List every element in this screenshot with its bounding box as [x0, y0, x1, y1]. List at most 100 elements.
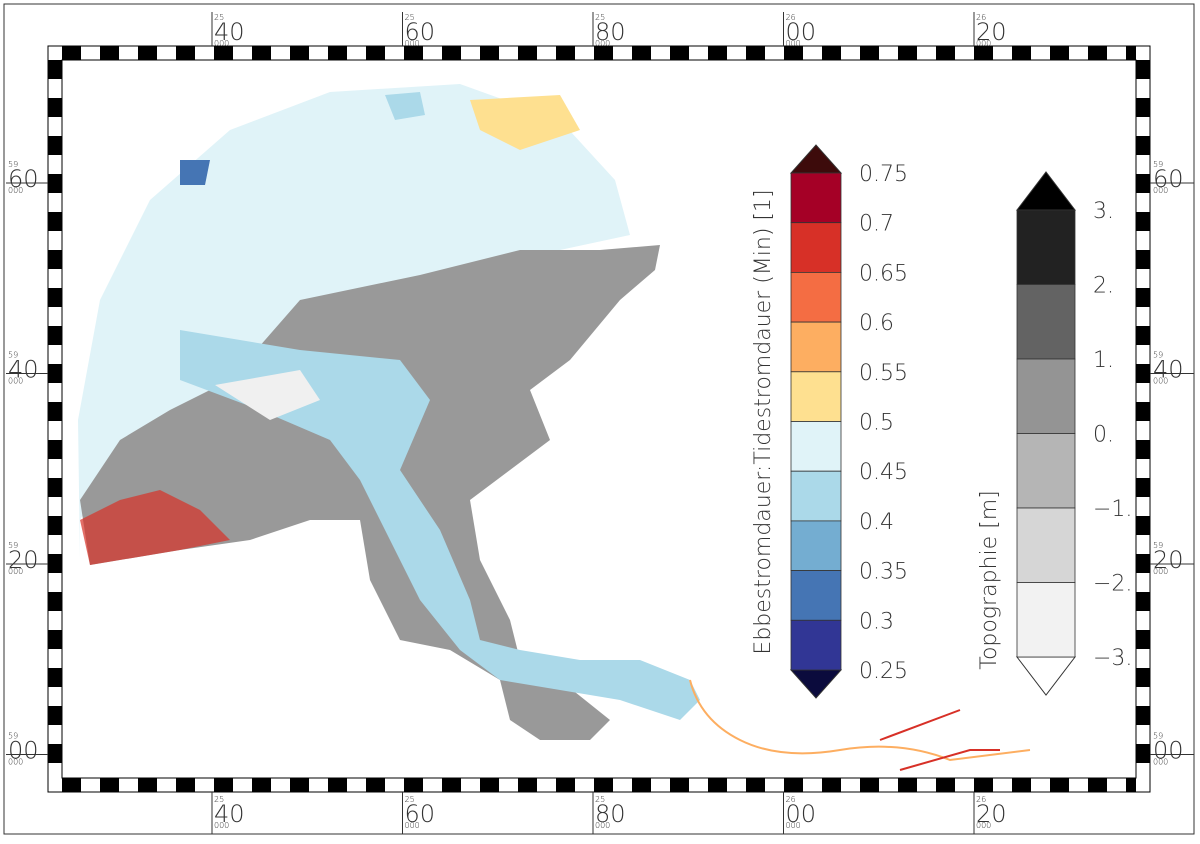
frame-block — [1136, 250, 1150, 269]
frame-block — [860, 46, 879, 60]
flat-high-ratio — [80, 490, 230, 565]
colorbar-label: 0.55 — [859, 361, 908, 386]
y-label-right-deg: 59 — [1153, 160, 1163, 169]
y-label-right-deg: 59 — [1153, 351, 1163, 360]
frame-block — [822, 46, 841, 60]
map-field — [78, 84, 1031, 771]
frame-block — [138, 778, 157, 792]
frame-block — [822, 778, 841, 792]
frame-block — [1136, 516, 1150, 535]
colorbar-label: 2. — [1093, 274, 1114, 299]
sea-patch — [180, 160, 210, 185]
x-label-bottom-deg: 26 — [786, 795, 796, 804]
frame-block — [1136, 440, 1150, 459]
x-label-top-sub: 000 — [214, 39, 229, 48]
frame-block — [1136, 554, 1150, 573]
frame-block — [784, 778, 803, 792]
frame-block — [442, 46, 461, 60]
colorbar-swatch — [790, 570, 842, 621]
frame-block — [48, 478, 62, 497]
frame-block — [48, 136, 62, 155]
frame-block — [1126, 46, 1136, 60]
frame-block — [594, 46, 613, 60]
colorbar-swatch — [790, 619, 842, 671]
frame-block — [936, 46, 955, 60]
frame-block — [936, 778, 955, 792]
x-label-bottom-deg: 25 — [595, 795, 605, 804]
x-label-bottom-min: 80 — [595, 800, 626, 828]
frame-block — [214, 778, 233, 792]
x-label-bottom-deg: 26 — [976, 795, 986, 804]
y-label-right-sub: 000 — [1153, 758, 1168, 767]
frame-block — [48, 60, 62, 79]
frame-block — [480, 778, 499, 792]
colorbar-label: 0.25 — [859, 659, 908, 684]
frame-block — [1088, 46, 1107, 60]
x-label-top-deg: 26 — [976, 13, 986, 22]
y-label-right-sub: 000 — [1153, 186, 1168, 195]
frame-block — [1050, 778, 1069, 792]
frame-block — [62, 46, 81, 60]
frame-block — [48, 592, 62, 611]
colorbar-label: 0.3 — [859, 609, 894, 634]
frame-block — [404, 778, 423, 792]
frame-block — [632, 46, 651, 60]
frame-block — [290, 778, 309, 792]
frame-block — [670, 46, 689, 60]
colorbar-label: 0.65 — [859, 261, 908, 286]
colorbar-swatch — [790, 371, 842, 422]
y-label-left-min: 00 — [8, 737, 39, 765]
frame-block — [556, 778, 575, 792]
colorbar-label: 0.7 — [859, 212, 894, 237]
y-label-right-min: 20 — [1153, 546, 1184, 574]
frame-block — [746, 778, 765, 792]
y-label-left-sub: 000 — [8, 186, 23, 195]
frame-block — [1136, 136, 1150, 155]
frame-block — [480, 46, 499, 60]
colorbar-label: 3. — [1093, 199, 1114, 224]
frame-block — [1136, 288, 1150, 307]
y-label-left-min: 40 — [8, 356, 39, 384]
frame-block — [974, 46, 993, 60]
x-label-top-min: 60 — [405, 18, 436, 46]
river — [689, 679, 1031, 762]
frame-block — [594, 778, 613, 792]
frame-block — [898, 778, 917, 792]
colorbar-swatch — [1016, 507, 1076, 583]
x-label-top-deg: 26 — [786, 13, 796, 22]
frame-block — [48, 744, 62, 763]
frame-block — [48, 668, 62, 687]
y-label-left-deg: 59 — [8, 541, 18, 550]
frame-block — [48, 554, 62, 573]
frame-block — [1136, 98, 1150, 117]
colorbar-label: 1. — [1093, 348, 1114, 373]
frame-block — [138, 46, 157, 60]
sea-patch — [385, 92, 425, 120]
colorbar-label: −1. — [1093, 497, 1132, 522]
frame-block — [1136, 174, 1150, 193]
frame-block — [48, 516, 62, 535]
y-label-left-min: 60 — [8, 165, 39, 193]
x-label-top-sub: 000 — [405, 39, 420, 48]
x-label-top-sub: 000 — [976, 39, 991, 48]
frame-block — [176, 778, 195, 792]
colorbar-label: 0.45 — [859, 460, 908, 485]
frame-block — [48, 402, 62, 421]
colorbar-label: 0.75 — [859, 162, 908, 187]
frame-block — [252, 778, 271, 792]
x-label-bottom-min: 00 — [786, 800, 817, 828]
frame-block — [62, 778, 81, 792]
frame-block — [252, 46, 271, 60]
frame-block — [48, 212, 62, 231]
y-label-left-sub: 000 — [8, 567, 23, 576]
y-label-right-min: 60 — [1153, 165, 1184, 193]
x-label-bottom-sub: 000 — [405, 821, 420, 830]
colorbar-title: Topographie [m] — [977, 490, 1002, 669]
frame-block — [328, 46, 347, 60]
x-label-bottom-deg: 25 — [405, 795, 415, 804]
x-label-top-min: 00 — [786, 18, 817, 46]
frame-block — [898, 46, 917, 60]
colorbar-swatch — [790, 421, 842, 472]
frame-block — [328, 778, 347, 792]
colorbar-label: 0.6 — [859, 311, 894, 336]
